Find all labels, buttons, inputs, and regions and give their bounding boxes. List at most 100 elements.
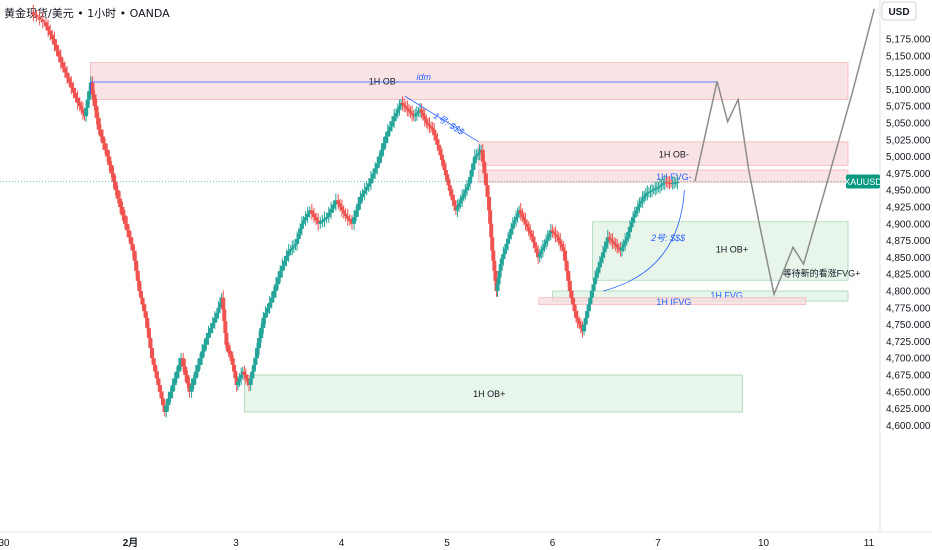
candle-body-169 [354, 210, 359, 218]
candle-body-178 [373, 168, 378, 174]
y-tick-4: 5,075.000 [886, 102, 931, 113]
candle-body-327 [605, 237, 610, 243]
candle-body-28 [90, 82, 95, 95]
candle-body-128 [271, 291, 276, 298]
candle-body-217 [439, 154, 444, 160]
candle-body-250 [489, 223, 494, 238]
candle-body-351 [643, 193, 648, 197]
candle-body-248 [487, 196, 492, 211]
candle-body-40 [115, 190, 120, 199]
liquidity-1-line [404, 95, 479, 143]
candle-body-259 [498, 264, 503, 271]
y-tick-2: 5,125.000 [886, 68, 931, 79]
candle-body-31 [96, 117, 101, 130]
candle-body-130 [276, 277, 281, 285]
candle-body-41 [118, 198, 123, 207]
candle-body-334 [616, 247, 621, 249]
candle-body-253 [492, 260, 497, 271]
candle-body-247 [485, 185, 490, 197]
candle-body-223 [447, 185, 452, 191]
candle-body-84 [198, 358, 203, 365]
candle-body-165 [345, 216, 350, 219]
candle-body-331 [612, 242, 617, 244]
candle-body-39 [113, 181, 118, 191]
candle-body-371 [675, 182, 680, 184]
candle-body-168 [352, 217, 357, 224]
candle-body-218 [441, 159, 446, 165]
candle-body-195 [405, 107, 410, 110]
candle-body-9 [54, 44, 59, 51]
candle-body-337 [621, 243, 626, 248]
candle-body-219 [442, 165, 447, 171]
candle-body-110 [239, 375, 244, 379]
candle-body-180 [377, 156, 382, 164]
candle-body-345 [634, 210, 639, 214]
candle-body-38 [111, 173, 116, 182]
candle-body-47 [130, 243, 135, 251]
candle-body-216 [438, 149, 443, 155]
candle-body-22 [80, 109, 85, 113]
candle-body-238 [471, 163, 476, 171]
wait-label: 等待新的看涨FVG+ [783, 268, 861, 279]
candle-body-262 [502, 249, 507, 255]
candle-body-220 [443, 170, 448, 176]
candle-body-234 [464, 186, 469, 191]
candle-body-0 [31, 12, 36, 15]
candle-body-313 [583, 317, 588, 325]
candle-body-318 [591, 284, 596, 291]
candle-body-176 [368, 178, 373, 184]
candle-body-158 [331, 204, 336, 209]
candle-body-129 [273, 284, 278, 291]
candle-body-207 [424, 119, 429, 123]
candle-body-183 [383, 136, 388, 144]
candle-body-212 [432, 129, 437, 135]
candle-body-228 [455, 207, 460, 211]
candle-body-357 [653, 188, 658, 190]
time-axis[interactable]: 30 2月 3 4 5 6 7 10 11 [0, 537, 875, 549]
candle-body-285 [539, 250, 544, 255]
candle-body-245 [482, 161, 487, 174]
price-axis[interactable]: 5,175.000 5,150.000 5,125.000 5,100.000 5,07… [844, 35, 931, 432]
candle-body-18 [73, 92, 78, 98]
candle-body-184 [385, 131, 390, 137]
zone-0 [90, 62, 849, 100]
candle-body-74 [176, 364, 181, 372]
candle-body-89 [208, 327, 213, 333]
candle-body-312 [582, 324, 587, 332]
candle-body-332 [613, 243, 618, 246]
candle-body-125 [265, 307, 270, 313]
candle-body-193 [402, 104, 407, 107]
candle-body-160 [336, 200, 341, 204]
candle-body-298 [559, 243, 564, 248]
zone-label-6: 1H OB+ [473, 389, 505, 399]
candle-body-117 [250, 371, 255, 379]
zone-5 [538, 297, 807, 305]
y-tick-21: 4,650.000 [886, 387, 931, 398]
candle-body-131 [278, 270, 283, 278]
candle-body-213 [433, 134, 438, 140]
y-tick-16: 4,775.000 [886, 303, 931, 314]
candle-body-66 [161, 398, 166, 406]
candle-body-48 [132, 250, 137, 261]
candle-body-153 [320, 220, 325, 223]
candle-body-78 [185, 375, 190, 384]
x-tick-8: 11 [864, 538, 875, 549]
candle-body-222 [446, 180, 451, 186]
candle-body-268 [512, 220, 517, 224]
candle-body-103 [229, 354, 234, 359]
candle-body-263 [504, 243, 509, 249]
candle-body-161 [338, 203, 343, 207]
candle-body-114 [245, 378, 250, 382]
candle-body-143 [299, 223, 304, 229]
candle-body-173 [362, 190, 367, 194]
candle-body-277 [526, 227, 531, 231]
candle-body-82 [193, 371, 198, 379]
currency-button[interactable]: USD [881, 1, 917, 21]
candle-body-45 [127, 230, 132, 238]
candle-body-122 [259, 327, 264, 339]
candle-body-86 [202, 344, 207, 352]
candle-body-320 [594, 272, 599, 278]
candle-body-136 [288, 249, 293, 251]
candle-body-279 [529, 233, 534, 238]
